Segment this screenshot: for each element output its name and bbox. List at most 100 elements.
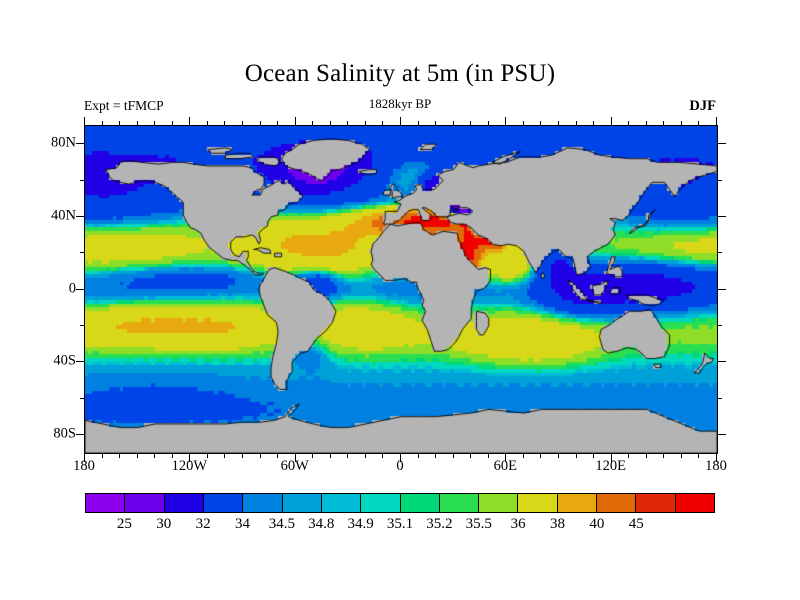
- axis-tick: [242, 121, 243, 126]
- season-label: DJF: [689, 98, 716, 114]
- axis-tick: [84, 117, 85, 126]
- colorbar-tick-label: 35.1: [386, 516, 414, 532]
- axis-tick: [242, 453, 243, 458]
- axis-tick: [189, 117, 191, 126]
- axis-tick: [136, 121, 138, 126]
- colorbar-tick-label: 34.9: [347, 516, 374, 532]
- axis-tick: [645, 121, 647, 126]
- colorbar-tick-label: 40: [589, 516, 605, 532]
- axis-tick: [628, 121, 630, 126]
- axis-tick: [610, 117, 612, 126]
- axis-tick: [522, 121, 524, 126]
- axis-tick: [400, 453, 401, 462]
- axis-tick: [382, 453, 384, 458]
- axis-tick: [76, 288, 85, 290]
- axis-tick: [558, 121, 559, 126]
- axis-tick: [505, 117, 507, 126]
- axis-tick: [259, 121, 261, 126]
- axis-tick: [80, 179, 85, 181]
- axis-tick: [154, 453, 156, 458]
- axis-tick: [593, 121, 595, 126]
- axis-tick: [294, 117, 296, 126]
- axis-tick: [277, 121, 279, 126]
- axis-tick: [80, 252, 85, 254]
- axis-tick: [435, 121, 437, 126]
- colorbar-tick-label: 30: [156, 516, 172, 532]
- axis-tick: [558, 453, 559, 458]
- axis-tick: [206, 453, 208, 458]
- axis-tick: [435, 453, 437, 458]
- colorbar-band: [518, 494, 558, 512]
- axis-tick: [717, 252, 722, 254]
- axis-tick: [136, 453, 138, 458]
- axis-tick: [347, 121, 349, 126]
- figure-subtitle: 1828kyr BP: [368, 96, 432, 111]
- axis-tick: [698, 453, 700, 458]
- axis-tick: [364, 121, 366, 126]
- axis-tick: [364, 453, 366, 458]
- axis-tick: [540, 121, 542, 126]
- axis-tick: [80, 324, 85, 326]
- x-axis-label: 60W: [280, 458, 309, 474]
- axis-tick: [717, 143, 726, 145]
- axis-tick: [80, 397, 85, 399]
- axis-tick: [716, 117, 717, 126]
- axis-tick: [593, 453, 595, 458]
- axis-tick: [119, 453, 121, 458]
- axis-tick: [717, 433, 726, 435]
- y-axis-label: 0: [68, 280, 76, 296]
- axis-tick: [189, 453, 191, 462]
- axis-tick: [329, 453, 331, 458]
- axis-tick: [277, 453, 279, 458]
- colorbar-tick-label: 38: [550, 516, 565, 532]
- axis-tick: [540, 453, 542, 458]
- x-axis-label: 120W: [171, 458, 208, 474]
- colorbar-band: [597, 494, 637, 512]
- axis-tick: [717, 397, 722, 399]
- colorbar-band: [86, 494, 126, 512]
- colorbar-tick-label: 25: [116, 516, 132, 532]
- axis-tick: [224, 453, 226, 458]
- x-axis-label: 180: [705, 458, 727, 474]
- axis-tick: [663, 453, 665, 458]
- axis-tick: [382, 121, 384, 126]
- axis-tick: [171, 453, 173, 458]
- y-axis-label: 40N: [51, 207, 76, 224]
- axis-tick: [575, 453, 577, 458]
- colorbar: [85, 493, 715, 513]
- axis-tick: [698, 121, 700, 126]
- colorbar-band: [479, 494, 519, 512]
- axis-tick: [347, 453, 349, 458]
- colorbar-band: [439, 494, 480, 512]
- colorbar-band: [164, 494, 204, 512]
- experiment-label: Expt = tFMCP: [84, 98, 164, 113]
- colorbar-tick-label: 32: [195, 516, 211, 532]
- axis-tick: [417, 453, 419, 458]
- colorbar-band: [125, 494, 165, 512]
- colorbar-tick-label: 34: [235, 516, 250, 532]
- y-axis-label: 40S: [53, 352, 76, 369]
- x-axis-label: 120E: [595, 458, 626, 474]
- axis-tick: [628, 453, 630, 458]
- x-axis-label: 60E: [493, 458, 518, 474]
- axis-tick: [84, 453, 85, 462]
- colorbar-tick-label: 34.8: [308, 516, 335, 532]
- axis-tick: [119, 121, 121, 126]
- colorbar-bands: [85, 493, 715, 513]
- x-axis-label: 180: [73, 458, 95, 474]
- axis-tick: [101, 121, 103, 126]
- axis-tick: [505, 453, 507, 462]
- axis-tick: [610, 453, 612, 462]
- axis-tick: [312, 121, 314, 126]
- colorbar-tick-label: 45: [628, 516, 644, 532]
- colorbar-band: [675, 494, 714, 512]
- axis-tick: [206, 121, 208, 126]
- colorbar-band: [557, 494, 598, 512]
- colorbar-tick-label: 36: [510, 516, 526, 532]
- axis-tick: [645, 453, 647, 458]
- salinity-map-canvas: [85, 126, 717, 453]
- colorbar-band: [243, 494, 283, 512]
- colorbar-tick-label: 35.2: [426, 516, 453, 532]
- page-title: Ocean Salinity at 5m (in PSU): [244, 60, 556, 87]
